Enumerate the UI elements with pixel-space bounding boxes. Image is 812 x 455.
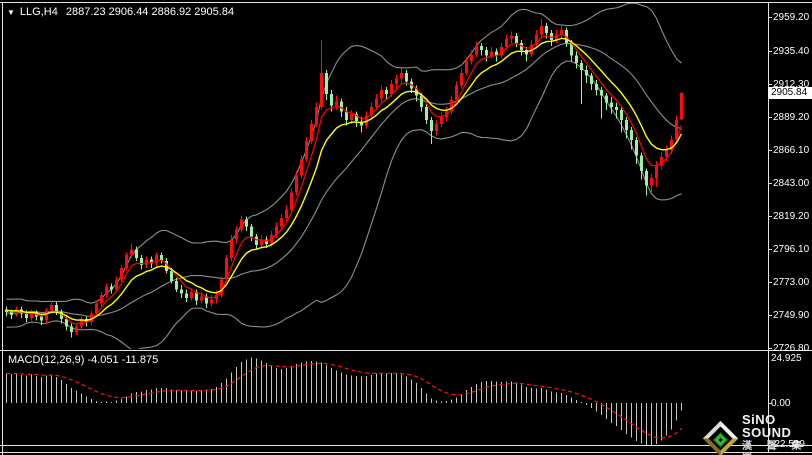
brand-name-en: SiNO SOUND [742, 412, 792, 440]
current-price-value: 2905.84 [771, 87, 808, 98]
symbol-marker-icon[interactable]: ▼ [7, 7, 15, 17]
macd-scale-max: 24.925 [771, 353, 802, 364]
price-tick-mark [768, 348, 772, 349]
price-tick-label: 2796.10 [773, 244, 810, 255]
price-tick-label: 2843.00 [773, 178, 810, 189]
current-price-tag: 2905.84 [768, 87, 812, 99]
price-tick-mark [768, 84, 772, 85]
price-tick-label: 2912.30 [773, 79, 810, 90]
macd-scale-min: -22.529 [771, 439, 805, 450]
symbol-period-label: LLG,H4 [19, 6, 58, 18]
window-left-border [2, 2, 3, 455]
price-tick-label: 2959.20 [773, 12, 810, 23]
price-tick-label: 2749.90 [773, 310, 810, 321]
window-top-border [0, 2, 812, 3]
price-tick-mark [768, 51, 772, 52]
macd-scale-zero: 0.00 [771, 398, 791, 409]
price-tick-label: 2935.40 [773, 46, 810, 57]
chart-title: ▼ LLG,H4 2887.23 2906.44 2886.92 2905.84 [7, 6, 234, 18]
price-tick-label: 2773.00 [773, 277, 810, 288]
price-tick-label: 2726.80 [773, 343, 810, 354]
price-tick-mark [768, 150, 772, 151]
time-axis-border [0, 452, 812, 453]
main-macd-splitter[interactable] [0, 350, 812, 351]
logo-center-dot [718, 437, 723, 443]
macd-indicator-label: MACD(12,26,9) -4.051 -11.875 [8, 354, 159, 366]
macd-zero-tick-mark [768, 403, 772, 404]
brand-name-cn: 漢 聲 集 團 [742, 441, 808, 455]
price-tick-mark [768, 315, 772, 316]
price-tick-mark [768, 216, 772, 217]
price-tick-label: 2889.20 [773, 112, 810, 123]
price-tick-label: 2819.20 [773, 211, 810, 222]
price-tick-mark [768, 183, 772, 184]
logo-diamond-shape [702, 420, 739, 455]
price-tick-mark [768, 117, 772, 118]
price-tick-mark [768, 282, 772, 283]
ohlc-values-label: 2887.23 2906.44 2886.92 2905.84 [65, 6, 235, 18]
macd-bottom-splitter[interactable] [0, 445, 812, 446]
price-tick-label: 2866.10 [773, 145, 810, 156]
price-tick-mark [768, 17, 772, 18]
price-axis-line [768, 3, 769, 452]
price-tick-mark [768, 249, 772, 250]
brand-watermark: SiNO SOUND 漢 聲 集 團 [702, 413, 812, 455]
brand-text: SiNO SOUND 漢 聲 集 團 [742, 413, 812, 455]
logo-green-core [712, 432, 729, 448]
sinosound-logo-icon [702, 420, 739, 455]
